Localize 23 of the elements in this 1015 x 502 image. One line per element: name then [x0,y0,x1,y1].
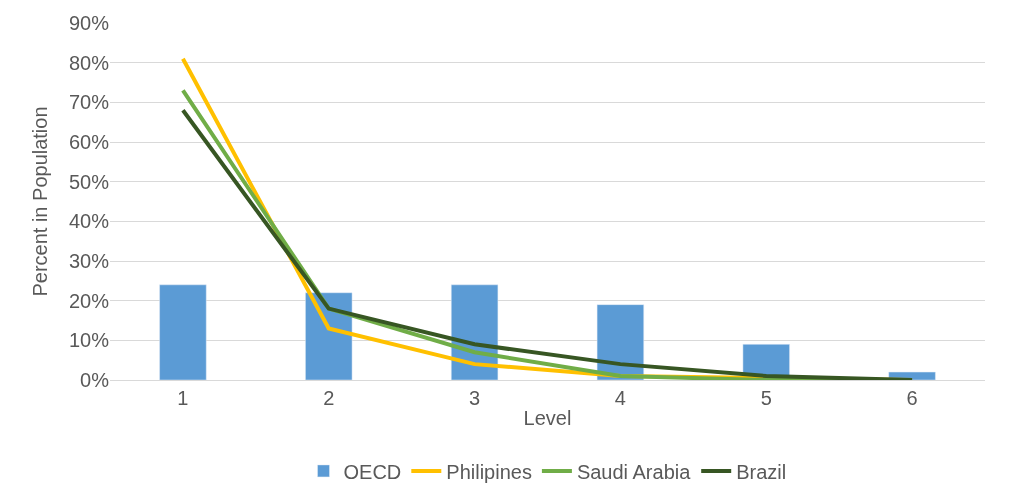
x-tick-label: 6 [906,387,918,409]
legend-label: Philipines [446,460,532,483]
legend-label: Saudi Arabia [576,460,692,483]
x-tick-label: 5 [760,387,772,409]
y-tick-label: 60% [68,131,110,153]
y-tick-label: 50% [68,170,110,193]
x-tick-label: 3 [469,387,481,409]
y-tick-label: 0% [80,369,110,391]
y-tick-label: 90% [68,12,110,34]
y-axis-title: Percent in Population [29,106,52,297]
y-tick-label: 70% [68,91,110,114]
y-tick-label: 40% [68,210,110,233]
y-tick-label: 20% [68,289,110,312]
x-tick-label: 4 [614,387,626,409]
legend-label: Brazil [736,460,787,483]
y-tick-label: 30% [68,250,110,272]
x-tick-label: 2 [323,387,335,409]
x-axis-title: Level [523,406,572,429]
y-tick-label: 80% [68,51,110,74]
x-tick-label: 1 [177,387,189,409]
legend-label: OECD [343,460,402,483]
bar [159,284,207,380]
y-tick-label: 10% [68,329,110,352]
